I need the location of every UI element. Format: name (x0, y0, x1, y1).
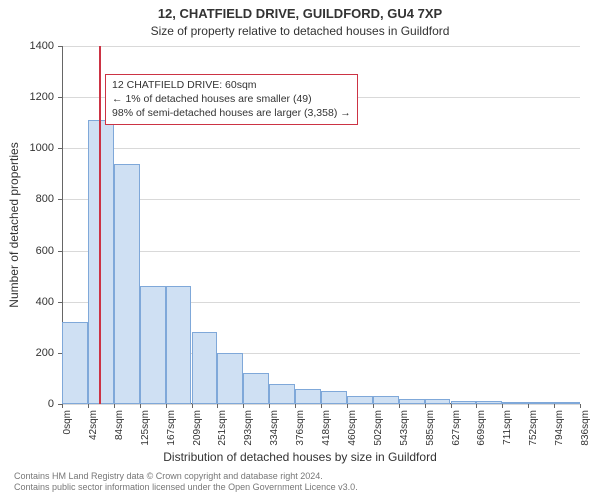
xtick-label: 293sqm (243, 410, 254, 446)
y-axis-label: Number of detached properties (7, 142, 21, 307)
xtick-mark (347, 404, 348, 408)
histogram-bar (451, 401, 477, 404)
ytick-label: 0 (48, 398, 54, 410)
xtick-mark (451, 404, 452, 408)
histogram-bar (554, 402, 580, 404)
xtick-label: 752sqm (528, 410, 539, 446)
xtick-mark (476, 404, 477, 408)
xtick-label: 251sqm (217, 410, 228, 446)
xtick-mark (217, 404, 218, 408)
property-marker-line (99, 46, 101, 404)
histogram-bar (114, 164, 140, 404)
xtick-label: 376sqm (295, 410, 306, 446)
ytick-label: 800 (36, 193, 54, 205)
xtick-label: 543sqm (399, 410, 410, 446)
histogram-bar (502, 402, 528, 404)
xtick-label: 0sqm (62, 410, 73, 434)
xtick-label: 418sqm (321, 410, 332, 446)
gridline (62, 251, 580, 252)
histogram-bar (192, 332, 218, 404)
histogram-bar (399, 399, 425, 404)
histogram-bar (425, 399, 451, 404)
histogram-bar (347, 396, 373, 404)
xtick-mark (114, 404, 115, 408)
gridline (62, 199, 580, 200)
ytick-label: 400 (36, 296, 54, 308)
credits-line1: Contains HM Land Registry data © Crown c… (14, 471, 358, 483)
xtick-mark (554, 404, 555, 408)
xtick-label: 669sqm (476, 410, 487, 446)
xtick-mark (373, 404, 374, 408)
xtick-label: 167sqm (166, 410, 177, 446)
histogram-bar (243, 373, 269, 404)
xtick-mark (502, 404, 503, 408)
xtick-label: 84sqm (114, 410, 125, 440)
histogram-bar (62, 322, 88, 404)
xtick-mark (243, 404, 244, 408)
xtick-mark (399, 404, 400, 408)
annotation-box: 12 CHATFIELD DRIVE: 60sqm← 1% of detache… (105, 74, 358, 125)
annotation-line: ← 1% of detached houses are smaller (49) (112, 92, 351, 106)
ytick-label: 1400 (30, 40, 54, 52)
xtick-mark (166, 404, 167, 408)
ytick-label: 600 (36, 245, 54, 257)
annotation-line: 98% of semi-detached houses are larger (… (112, 106, 351, 120)
histogram-bar (321, 391, 347, 404)
xtick-label: 711sqm (502, 410, 513, 445)
annotation-line: 12 CHATFIELD DRIVE: 60sqm (112, 78, 351, 92)
histogram-bar (295, 389, 321, 404)
histogram-bar (269, 384, 295, 404)
xtick-mark (140, 404, 141, 408)
credits: Contains HM Land Registry data © Crown c… (14, 471, 358, 494)
ytick-label: 1000 (30, 142, 54, 154)
xtick-mark (425, 404, 426, 408)
xtick-label: 42sqm (88, 410, 99, 440)
xtick-label: 627sqm (451, 410, 462, 446)
xtick-mark (528, 404, 529, 408)
xtick-label: 794sqm (554, 410, 565, 446)
gridline (62, 46, 580, 47)
ytick-label: 1200 (30, 91, 54, 103)
histogram-bar (166, 286, 192, 404)
ytick-label: 200 (36, 347, 54, 359)
xtick-mark (580, 404, 581, 408)
xtick-label: 209sqm (192, 410, 203, 446)
histogram-bar (476, 401, 502, 404)
xtick-mark (62, 404, 63, 408)
xtick-mark (295, 404, 296, 408)
xtick-mark (88, 404, 89, 408)
histogram-bar (373, 396, 399, 404)
title-main: 12, CHATFIELD DRIVE, GUILDFORD, GU4 7XP (0, 6, 600, 21)
xtick-mark (321, 404, 322, 408)
histogram-bar (528, 402, 554, 404)
xtick-label: 125sqm (140, 410, 151, 446)
xtick-label: 460sqm (347, 410, 358, 446)
xtick-label: 502sqm (373, 410, 384, 446)
xtick-label: 585sqm (425, 410, 436, 446)
xtick-mark (269, 404, 270, 408)
credits-line2: Contains public sector information licen… (14, 482, 358, 494)
histogram-bar (217, 353, 243, 404)
histogram-bar (140, 286, 166, 404)
xtick-label: 334sqm (269, 410, 280, 446)
xtick-label: 836sqm (580, 410, 591, 446)
plot-area: 02004006008001000120014000sqm42sqm84sqm1… (62, 46, 580, 404)
gridline (62, 148, 580, 149)
xtick-mark (192, 404, 193, 408)
figure: 12, CHATFIELD DRIVE, GUILDFORD, GU4 7XP … (0, 0, 600, 500)
x-axis-label: Distribution of detached houses by size … (0, 450, 600, 464)
title-sub: Size of property relative to detached ho… (0, 24, 600, 38)
